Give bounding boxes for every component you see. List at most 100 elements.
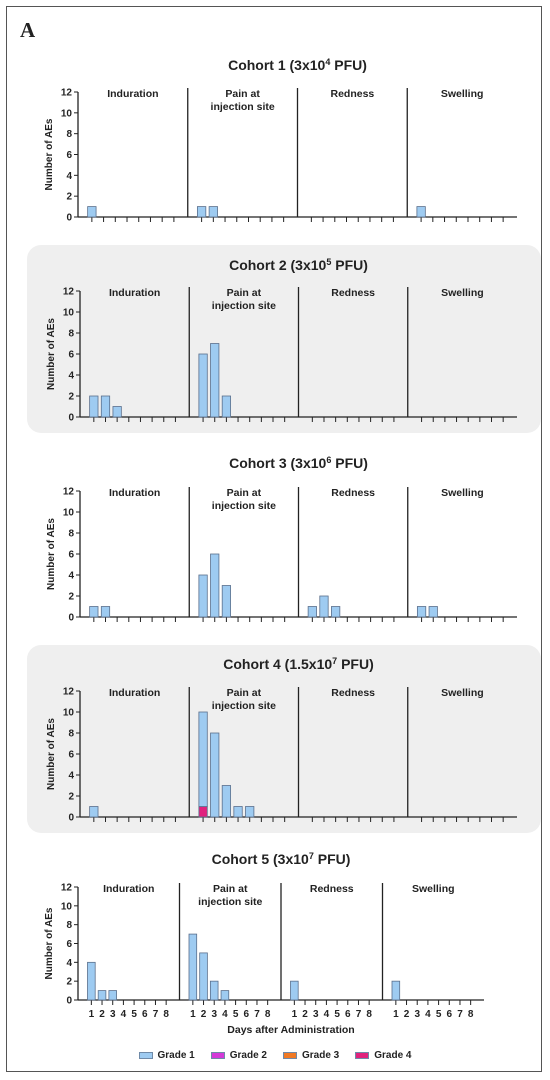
facet-label: Pain at injection site bbox=[212, 487, 276, 512]
bar-grade-1 bbox=[198, 711, 208, 807]
facet-4: Swelling 1 2 3 4 5 6 7 8 bbox=[381, 883, 474, 1020]
facet-4: Swelling bbox=[407, 287, 504, 422]
y-axis-label: Number of AEs bbox=[44, 907, 55, 979]
x-tick-label: 1 bbox=[292, 1009, 298, 1020]
cohort-title: Cohort 4 (1.5x107 PFU) bbox=[223, 656, 374, 672]
cohort-title: Cohort 1 (3x104 PFU) bbox=[228, 57, 367, 73]
cohort-title: Cohort 2 (3x105 PFU) bbox=[229, 257, 368, 273]
facet-label: Induration bbox=[109, 487, 160, 499]
y-tick-label: 10 bbox=[63, 708, 75, 719]
y-tick-label: 12 bbox=[63, 487, 75, 498]
bar-grade-1 bbox=[208, 206, 218, 218]
bar-grade-1 bbox=[87, 206, 97, 218]
facet-2: Pain at injection site 1 2 3 4 5 6 7 8 bbox=[178, 883, 271, 1020]
x-tick-label: 7 bbox=[457, 1009, 463, 1020]
facet-4: Swelling bbox=[407, 687, 504, 822]
y-tick-label: 2 bbox=[68, 792, 74, 803]
bar-grade-1 bbox=[89, 395, 99, 418]
bar-grade-1 bbox=[233, 806, 243, 818]
y-tick-label: 12 bbox=[63, 287, 75, 298]
facet-label: Pain at injection site bbox=[212, 687, 276, 712]
cohort-title: Cohort 3 (3x106 PFU) bbox=[229, 455, 368, 471]
x-tick-label: 6 bbox=[142, 1009, 148, 1020]
legend-item-grade-2: Grade 2 bbox=[210, 1050, 267, 1061]
cohort-title: Cohort 5 (3x107 PFU) bbox=[212, 851, 351, 867]
x-tick-label: 5 bbox=[233, 1009, 239, 1020]
x-tick-label: 6 bbox=[244, 1009, 250, 1020]
facet-3: Redness bbox=[297, 287, 395, 422]
x-tick-label: 8 bbox=[265, 1009, 271, 1020]
y-tick-label: 4 bbox=[68, 571, 74, 582]
x-tick-label: 4 bbox=[222, 1009, 228, 1020]
bar-grade-1 bbox=[220, 990, 230, 1001]
facet-label: Induration bbox=[109, 687, 160, 699]
x-tick-label: 2 bbox=[302, 1009, 308, 1020]
bar-grade-1 bbox=[188, 933, 198, 1001]
bar-grade-1 bbox=[210, 732, 220, 818]
facet-3: Redness bbox=[297, 687, 395, 822]
bar-grade-1 bbox=[198, 353, 208, 418]
legend-swatch-grade-1 bbox=[138, 1052, 153, 1059]
x-tick-label: 7 bbox=[356, 1009, 362, 1020]
facet-2: Pain at injection site bbox=[188, 287, 286, 422]
x-tick-label: 1 bbox=[190, 1009, 196, 1020]
legend-label: Grade 4 bbox=[374, 1050, 412, 1061]
bar-grade-1 bbox=[198, 574, 208, 618]
facet-label: Pain at injection site bbox=[198, 883, 262, 908]
y-tick-label: 2 bbox=[68, 592, 74, 603]
bar-grade-1 bbox=[87, 961, 96, 1001]
bar-grade-1 bbox=[221, 785, 231, 818]
y-tick-label: 8 bbox=[68, 529, 74, 540]
figure-frame bbox=[6, 6, 542, 1072]
facet-4: Swelling bbox=[406, 88, 504, 222]
cohort-chart-4: Cohort 4 (1.5x107 PFU) 0 2 4 6 8 10 12 Number of… bbox=[27, 645, 541, 833]
facet-3: Redness bbox=[296, 88, 394, 222]
legend-item-grade-1: Grade 1 bbox=[138, 1050, 195, 1061]
x-tick-label: 3 bbox=[110, 1009, 116, 1020]
legend-swatch-grade-2 bbox=[210, 1052, 225, 1059]
y-axis-label: Number of AEs bbox=[46, 318, 57, 390]
facet-label: Redness bbox=[331, 287, 375, 299]
bar-grade-1 bbox=[221, 585, 231, 618]
legend-item-grade-4: Grade 4 bbox=[355, 1050, 412, 1061]
bar-grade-1 bbox=[221, 395, 231, 418]
x-tick-label: 8 bbox=[366, 1009, 372, 1020]
y-tick-label: 10 bbox=[63, 308, 75, 319]
facet-label: Pain at injection site bbox=[212, 287, 276, 312]
facet-label: Swelling bbox=[412, 883, 455, 895]
facet-1: Induration 1 2 3 4 5 6 7 8 bbox=[87, 883, 169, 1020]
legend-item-grade-3: Grade 3 bbox=[283, 1050, 339, 1061]
legend: Grade 1 Grade 2 Grade 3 Grade 4 bbox=[0, 1050, 550, 1061]
facet-3: Redness 1 2 3 4 5 6 7 8 bbox=[280, 883, 372, 1020]
bar-grade-1 bbox=[100, 606, 111, 618]
facet-1: Induration bbox=[87, 88, 175, 222]
facet-label: Redness bbox=[331, 487, 375, 499]
bar-grade-1 bbox=[112, 406, 122, 418]
cohort-panel-background bbox=[27, 245, 541, 433]
y-tick-label: 2 bbox=[68, 392, 74, 403]
facet-2: Pain at injection site bbox=[188, 487, 286, 622]
facet-label: Induration bbox=[103, 883, 154, 895]
y-tick-label: 8 bbox=[68, 329, 74, 340]
y-tick-label: 12 bbox=[61, 88, 73, 99]
x-tick-label: 3 bbox=[211, 1009, 217, 1020]
y-tick-label: 0 bbox=[66, 996, 72, 1007]
facet-label: Induration bbox=[107, 88, 158, 100]
y-tick-label: 8 bbox=[66, 129, 72, 140]
y-axis-label: Number of AEs bbox=[46, 518, 57, 590]
facet-1: Induration bbox=[89, 287, 176, 422]
x-tick-label: 1 bbox=[89, 1009, 95, 1020]
bar-grade-1 bbox=[416, 206, 426, 218]
y-tick-label: 2 bbox=[66, 977, 72, 988]
y-axis-label: Number of AEs bbox=[46, 718, 57, 790]
y-tick-label: 8 bbox=[66, 920, 72, 931]
facet-label: Induration bbox=[109, 287, 160, 299]
y-tick-label: 6 bbox=[66, 150, 72, 161]
x-tick-label: 4 bbox=[425, 1009, 431, 1020]
bar-grade-1 bbox=[319, 595, 329, 618]
facet-1: Induration bbox=[89, 687, 176, 822]
y-axis-label: Number of AEs bbox=[44, 118, 55, 190]
cohort-chart-2: Cohort 2 (3x105 PFU) 0 2 4 6 8 10 12 Number of A… bbox=[27, 245, 541, 433]
bar-grade-1 bbox=[391, 980, 401, 1001]
